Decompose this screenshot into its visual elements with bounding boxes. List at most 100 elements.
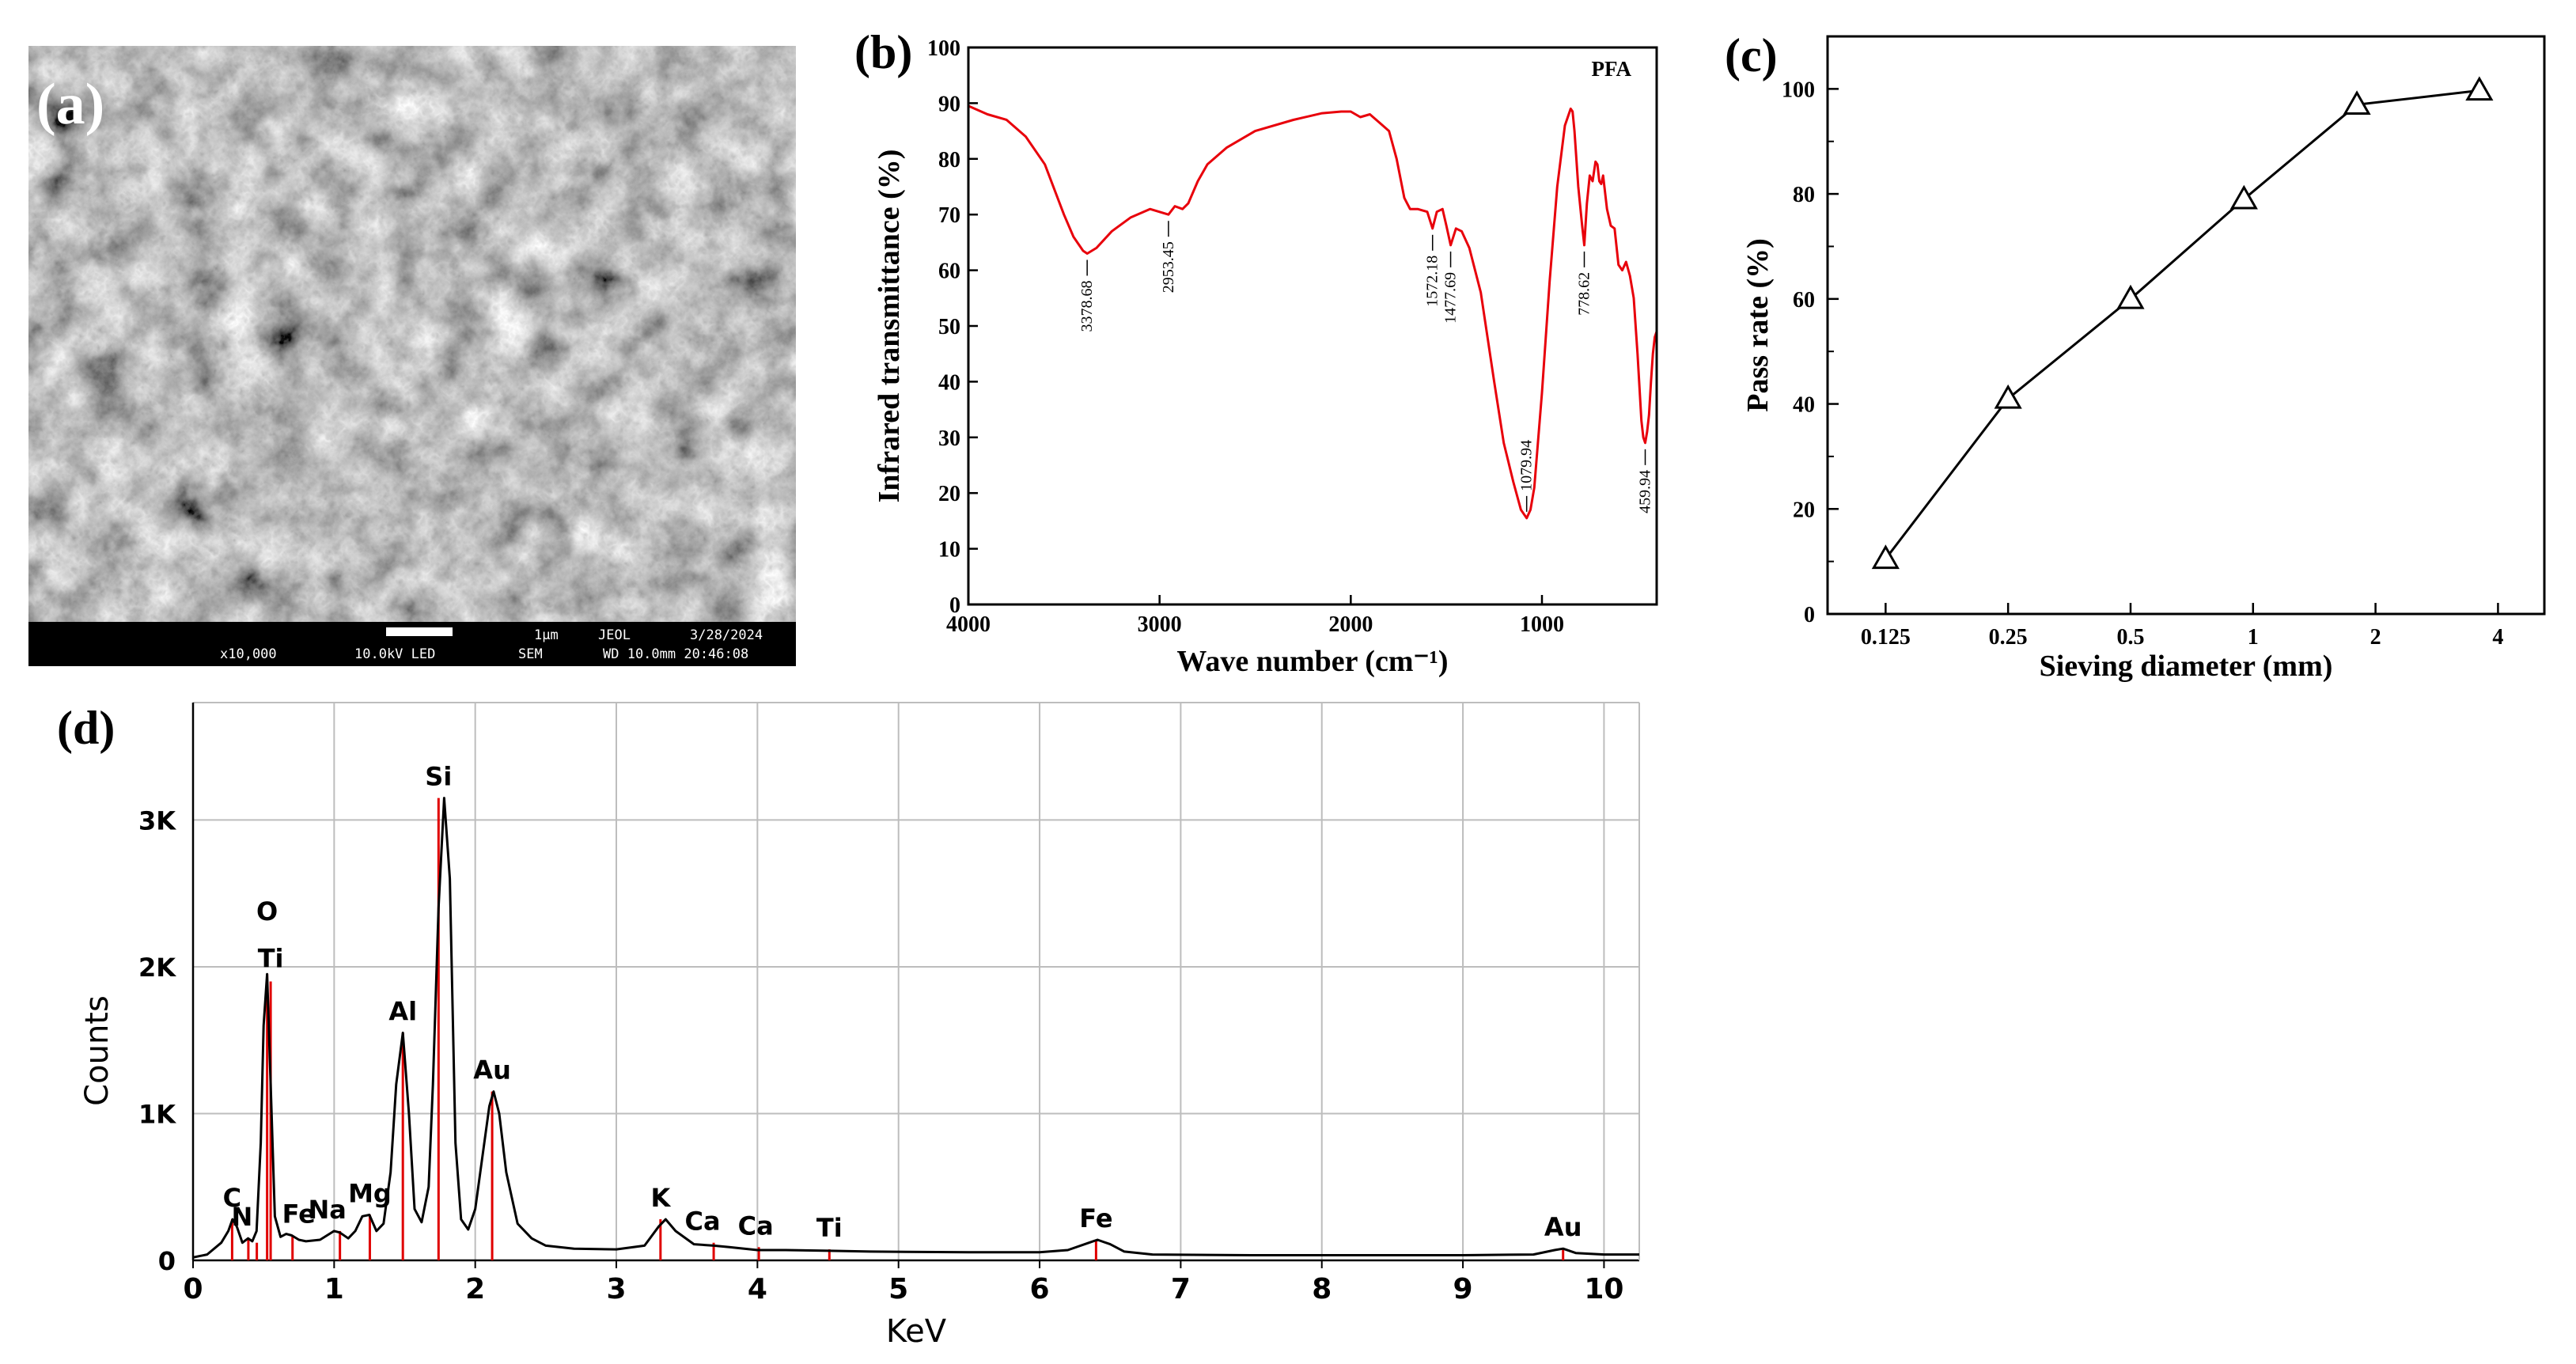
panel-b: (b) 0 10 20 30 40 50 60 70 80 90 100 4000 3000 2000 10… bbox=[854, 26, 1658, 678]
eds-peak-label: Ti bbox=[816, 1213, 843, 1243]
ftir-peak-label: 1572.18 bbox=[1424, 256, 1441, 307]
ftir-y-tick-label: 20 bbox=[938, 482, 960, 506]
eds-peak-label: Mg bbox=[348, 1178, 392, 1208]
sem-wd-time-text: WD 10.0mm 20:46:08 bbox=[603, 646, 748, 662]
sieve-y-tick-label: 20 bbox=[1793, 498, 1815, 522]
ftir-plot-area bbox=[968, 104, 1657, 520]
eds-peak-label: Ti bbox=[258, 944, 284, 974]
eds-x-tick-label: 5 bbox=[888, 1273, 908, 1305]
eds-peak-label: Fe bbox=[282, 1199, 316, 1229]
eds-peak-label: N bbox=[232, 1202, 253, 1232]
eds-x-tick-label: 7 bbox=[1171, 1273, 1191, 1305]
ftir-spectrum-line bbox=[968, 104, 1657, 520]
ftir-peak-label: 1477.69 bbox=[1442, 272, 1460, 324]
ftir-peak-label: 2953.45 bbox=[1160, 241, 1177, 293]
ftir-x-tick-label: 4000 bbox=[946, 612, 991, 637]
eds-x-tick-label: 9 bbox=[1453, 1273, 1473, 1305]
eds-x-tick-label: 6 bbox=[1030, 1273, 1050, 1305]
sieve-plot-area bbox=[1871, 76, 2494, 570]
eds-peak-label: Ca bbox=[685, 1207, 721, 1237]
sieve-x-tick-label: 0.125 bbox=[1861, 625, 1911, 650]
ftir-x-axis-label: Wave number (cm⁻¹) bbox=[1176, 645, 1448, 678]
eds-peak-label: Au bbox=[1544, 1212, 1582, 1242]
eds-peak-label: Au bbox=[473, 1055, 511, 1086]
eds-x-tick-label: 3 bbox=[606, 1273, 626, 1305]
eds-x-tick-label: 4 bbox=[748, 1273, 767, 1305]
sieve-data-point bbox=[2465, 76, 2494, 101]
eds-y-tick-label: 3K bbox=[138, 805, 176, 835]
ftir-peak-label: 778.62 bbox=[1576, 272, 1593, 316]
eds-y-tick-label: 2K bbox=[138, 953, 176, 983]
ftir-y-tick-label: 60 bbox=[938, 260, 960, 284]
eds-peak-label: Ca bbox=[738, 1211, 774, 1241]
ftir-x-tick-label: 2000 bbox=[1328, 612, 1373, 637]
sieve-x-tick-label: 1 bbox=[2248, 625, 2259, 650]
ftir-y-tick-label: 50 bbox=[938, 315, 960, 339]
ftir-x-tick-label: 1000 bbox=[1520, 612, 1564, 637]
ftir-y-tick-label: 10 bbox=[938, 538, 960, 563]
sieve-data-point bbox=[2229, 184, 2258, 210]
ftir-peak-label: 3378.68 bbox=[1078, 280, 1096, 332]
sieve-line bbox=[1885, 89, 2480, 560]
sieve-data-point bbox=[2343, 90, 2371, 116]
sem-scale-text: 1μm bbox=[534, 627, 559, 643]
eds-y-tick-label: 0 bbox=[158, 1246, 176, 1276]
eds-peak-label: Na bbox=[308, 1195, 346, 1225]
panel-d-label: (d) bbox=[57, 702, 115, 754]
sieve-x-tick-label: 4 bbox=[2492, 625, 2503, 650]
sem-date-text: 3/28/2024 bbox=[690, 627, 763, 643]
ftir-peak-label: 1079.94 bbox=[1518, 440, 1536, 491]
ftir-legend-label: PFA bbox=[1592, 57, 1632, 81]
eds-peak-label: C bbox=[223, 1183, 241, 1213]
eds-peak-label: Al bbox=[388, 996, 417, 1026]
panel-c-label: (c) bbox=[1725, 29, 1778, 81]
sem-image bbox=[28, 46, 796, 622]
eds-x-tick-label: 1 bbox=[324, 1273, 344, 1305]
panel-c: (c) 0 20 40 60 80 100 0.125 0.25 0.5 1 2 4 Sieving … bbox=[1725, 29, 2546, 683]
sieve-x-tick-label: 0.25 bbox=[1989, 625, 2028, 650]
sieve-y-tick-label: 40 bbox=[1793, 393, 1815, 418]
ftir-y-tick-label: 100 bbox=[927, 36, 960, 61]
eds-x-tick-label: 2 bbox=[465, 1273, 485, 1305]
eds-x-tick-label: 8 bbox=[1312, 1273, 1332, 1305]
sieve-axes: 0 20 40 60 80 100 0.125 0.25 0.5 1 2 4 bbox=[1782, 36, 2503, 650]
eds-grid: 0 1 2 3 4 5 6 7 8 9 10 0 1K 2K 3K bbox=[138, 702, 1640, 1305]
sem-voltage-text: 10.0kV LED bbox=[354, 646, 435, 662]
sieve-x-tick-label: 2 bbox=[2370, 625, 2381, 650]
ftir-peak-label: 459.94 bbox=[1637, 470, 1654, 513]
eds-y-axis-label: Counts bbox=[79, 995, 116, 1106]
ftir-x-tick-label: 3000 bbox=[1138, 612, 1182, 637]
eds-x-tick-label: 0 bbox=[183, 1273, 203, 1305]
eds-peak-label: K bbox=[650, 1183, 671, 1213]
ftir-y-tick-label: 0 bbox=[949, 593, 960, 618]
panel-b-label: (b) bbox=[854, 26, 912, 78]
ftir-axes: 0 10 20 30 40 50 60 70 80 90 100 4000 3000 2000 1000 bbox=[927, 36, 1564, 637]
eds-x-tick-label: 10 bbox=[1584, 1273, 1623, 1305]
panel-a-label: (a) bbox=[36, 72, 104, 137]
eds-peak-label: Si bbox=[425, 762, 452, 792]
eds-y-tick-label: 1K bbox=[138, 1099, 176, 1129]
sieve-data-point bbox=[1871, 544, 1900, 570]
sieve-y-tick-label: 100 bbox=[1782, 78, 1815, 102]
sem-brand-text: JEOL bbox=[598, 627, 631, 643]
ftir-y-tick-label: 80 bbox=[938, 148, 960, 172]
sieve-data-point bbox=[1994, 384, 2022, 409]
eds-spectrum-line bbox=[193, 797, 1639, 1259]
ftir-y-tick-label: 30 bbox=[938, 426, 960, 451]
eds-x-axis-label: KeV bbox=[886, 1313, 947, 1350]
sieve-x-tick-label: 0.5 bbox=[2116, 625, 2144, 650]
ftir-annotations: 3378.68 2953.45 1572.18 1477.69 1079.94 778.6… bbox=[1078, 221, 1654, 513]
panel-a: 1μm JEOL 3/28/2024 x10,000 10.0kV LED SE… bbox=[28, 46, 796, 666]
ftir-y-axis-label: Infrared transmittance (%) bbox=[873, 150, 906, 503]
eds-plot-area bbox=[193, 797, 1639, 1260]
sem-magnification-text: x10,000 bbox=[220, 646, 277, 662]
sieve-y-tick-label: 60 bbox=[1793, 288, 1815, 313]
sieve-frame bbox=[1826, 35, 2546, 616]
sieve-y-tick-label: 0 bbox=[1804, 603, 1815, 627]
eds-peak-label: O bbox=[256, 896, 278, 926]
sem-mode-text: SEM bbox=[518, 646, 543, 662]
ftir-y-tick-label: 70 bbox=[938, 203, 960, 228]
